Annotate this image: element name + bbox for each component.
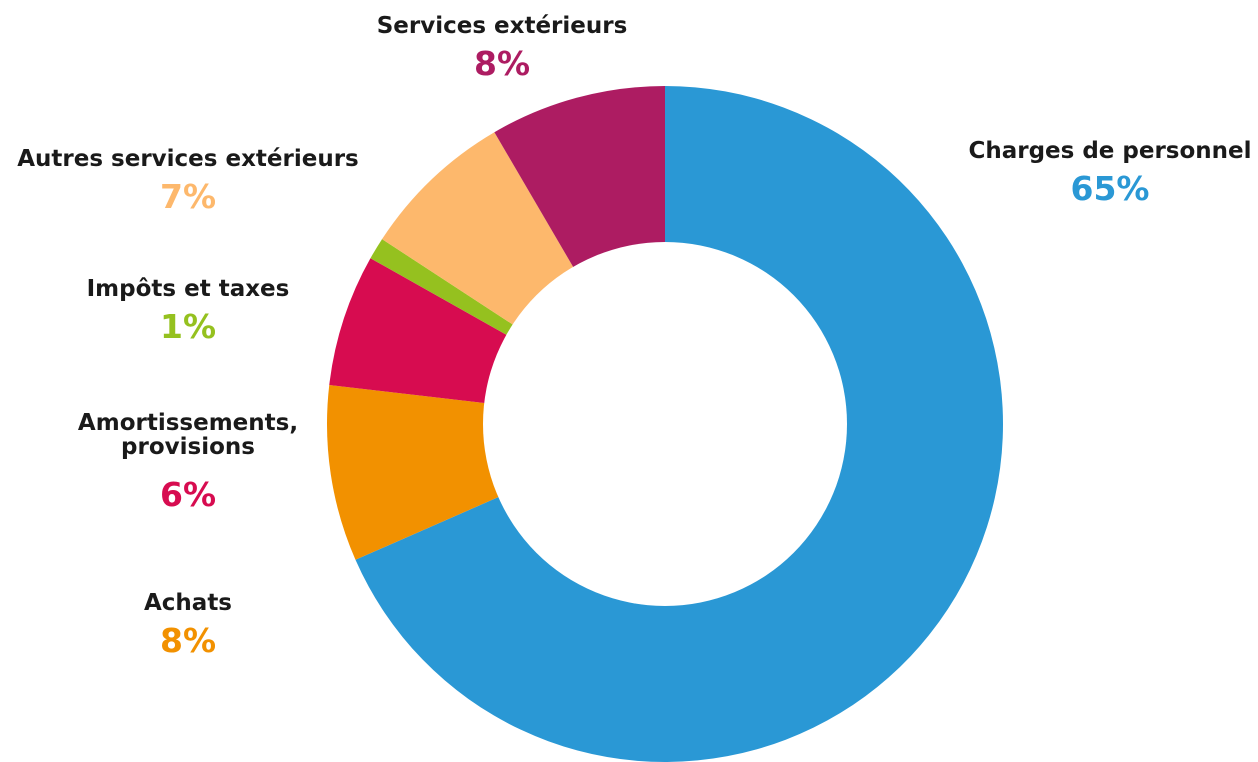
value-label-services-ext-rieurs: 8% [474, 44, 530, 83]
value-label-autres-services-ext-rieurs: 7% [160, 177, 216, 216]
labels-group: Charges de personnel 65% Achats 8% Amortisse… [17, 13, 1251, 660]
label-imp-ts-et-taxes: Impôts et taxes [87, 276, 290, 302]
value-label-charges-de-personnel: 65% [1071, 169, 1150, 208]
label-autres-services-ext-rieurs: Autres services extérieurs [17, 146, 359, 172]
value-label-imp-ts-et-taxes: 1% [160, 307, 216, 346]
label-achats: Achats [144, 590, 232, 616]
value-label-achats: 8% [160, 621, 216, 660]
label-amortissements-provisions: Amortissements, provisions [78, 410, 298, 460]
value-label-amortissements-provisions: 6% [160, 475, 216, 514]
label-charges-de-personnel: Charges de personnel [968, 138, 1251, 164]
label-services-ext-rieurs: Services extérieurs [377, 13, 628, 39]
donut-hole [483, 242, 847, 606]
